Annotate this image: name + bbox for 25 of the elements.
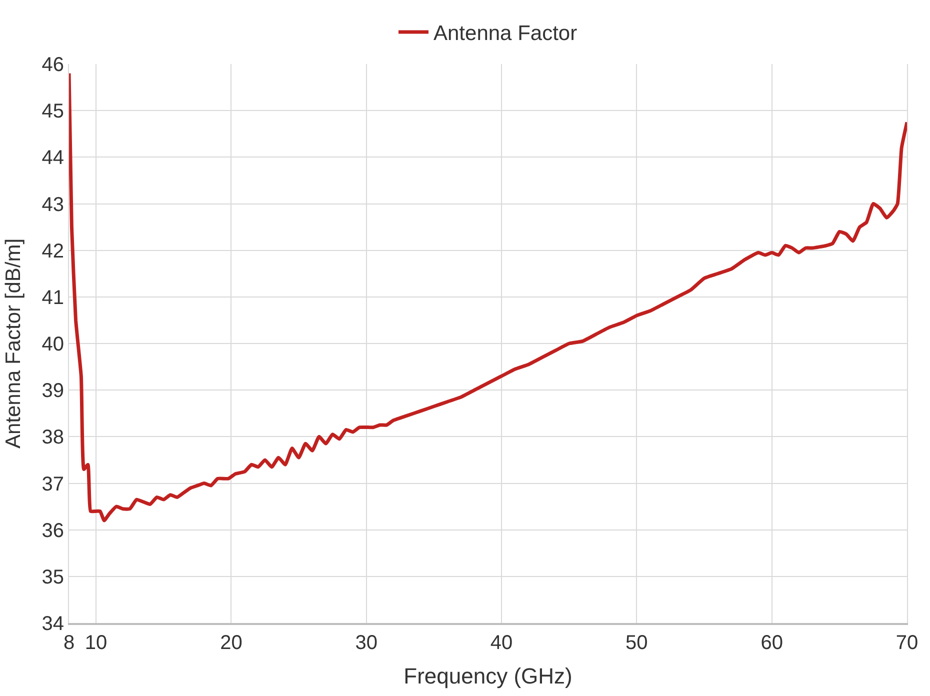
x-axis-title: Frequency (GHz) [404,663,572,688]
y-tick-label: 42 [42,240,64,262]
y-tick-label: 35 [42,566,64,588]
y-tick-label: 36 [42,520,64,542]
x-tick-label: 20 [220,632,242,654]
y-tick-label: 44 [42,147,64,170]
y-tick-label: 41 [42,286,64,309]
x-tick-label: 60 [760,632,783,654]
y-tick-label: 39 [42,380,64,402]
y-tick-label: 40 [42,334,64,356]
x-tick-label: 8 [63,632,75,654]
x-tick-label: 10 [84,632,108,654]
y-tick-label: 45 [42,100,64,123]
legend-label: Antenna Factor [434,22,578,46]
x-tick-label: 30 [355,632,378,654]
y-axis-title: Antenna Factor [dB/m] [2,238,25,449]
y-tick-label: 46 [42,54,64,76]
x-tick-label: 40 [490,632,513,654]
x-tick-label: 50 [626,632,648,654]
y-tick-label: 37 [42,473,64,496]
y-tick-label: 34 [42,613,64,635]
line-series [69,72,907,522]
y-tick-label: 43 [42,194,64,216]
x-tick-label: 70 [896,632,918,654]
y-tick-label: 38 [42,426,64,449]
